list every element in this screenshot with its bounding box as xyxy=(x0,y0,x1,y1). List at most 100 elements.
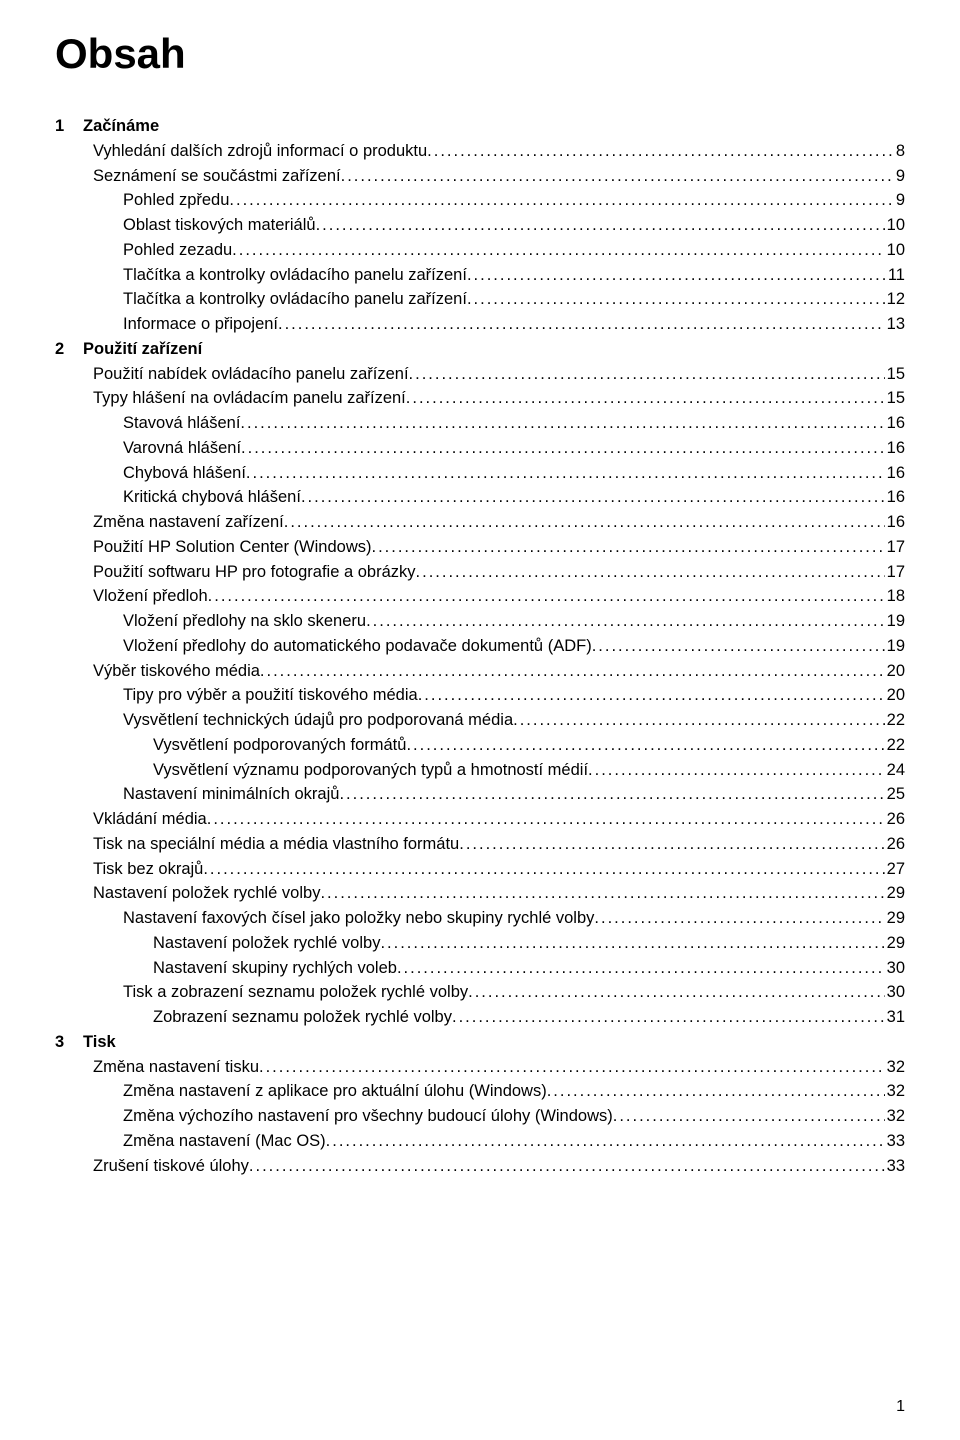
page-number: 1 xyxy=(896,1398,905,1416)
toc-entry: Změna nastavení (Mac OS)................… xyxy=(55,1129,905,1154)
toc-leader-dots: ........................................… xyxy=(320,881,884,906)
toc-entry-page: 30 xyxy=(885,956,905,981)
toc-entry-label: Vkládání média xyxy=(93,807,207,832)
toc-entry-page: 27 xyxy=(885,857,905,882)
toc-entry: Stavová hlášení.........................… xyxy=(55,411,905,436)
toc-entry-page: 26 xyxy=(885,807,905,832)
toc-entry-label: Nastavení skupiny rychlých voleb xyxy=(153,956,397,981)
toc-entry-page: 18 xyxy=(885,584,905,609)
chapter-number: 3 xyxy=(55,1030,83,1055)
toc-entry: Tlačítka a kontrolky ovládacího panelu z… xyxy=(55,263,905,288)
toc-entry-label: Použití nabídek ovládacího panelu zaříze… xyxy=(93,362,409,387)
toc-entry-page: 32 xyxy=(885,1055,905,1080)
toc-leader-dots: ........................................… xyxy=(547,1079,885,1104)
toc-entry-label: Informace o připojení xyxy=(123,312,278,337)
chapter-number: 2 xyxy=(55,337,83,362)
toc-entry: Informace o připojení...................… xyxy=(55,312,905,337)
toc-entry-page: 16 xyxy=(885,510,905,535)
toc-leader-dots: ........................................… xyxy=(341,164,894,189)
toc-entry: Použití HP Solution Center (Windows)....… xyxy=(55,535,905,560)
toc-entry-label: Seznámení se součástmi zařízení xyxy=(93,164,341,189)
toc-entry-label: Změna výchozího nastavení pro všechny bu… xyxy=(123,1104,613,1129)
toc-entry: Změna nastavení tisku...................… xyxy=(55,1055,905,1080)
toc-entry-label: Nastavení minimálních okrajů xyxy=(123,782,339,807)
toc-entry: Použití nabídek ovládacího panelu zaříze… xyxy=(55,362,905,387)
toc-entry-label: Tlačítka a kontrolky ovládacího panelu z… xyxy=(123,287,467,312)
toc-entry: Tipy pro výběr a použití tiskového média… xyxy=(55,683,905,708)
toc-entry: Tisk bez okrajů.........................… xyxy=(55,857,905,882)
toc-leader-dots: ........................................… xyxy=(467,263,886,288)
toc-entry-page: 29 xyxy=(885,906,905,931)
toc-leader-dots: ........................................… xyxy=(207,807,885,832)
chapter-heading: 2Použití zařízení xyxy=(55,337,905,362)
chapter-heading: 3Tisk xyxy=(55,1030,905,1055)
toc-entry: Seznámení se součástmi zařízení.........… xyxy=(55,164,905,189)
toc-entry: Pohled zezadu...........................… xyxy=(55,238,905,263)
toc-entry-page: 33 xyxy=(885,1129,905,1154)
toc-entry-label: Varovná hlášení xyxy=(123,436,241,461)
toc-leader-dots: ........................................… xyxy=(284,510,885,535)
toc-entry-label: Vysvětlení významu podporovaných typů a … xyxy=(153,758,588,783)
toc-entry: Nastavení položek rychlé volby..........… xyxy=(55,931,905,956)
toc-leader-dots: ........................................… xyxy=(427,139,894,164)
toc-entry-label: Tisk bez okrajů xyxy=(93,857,203,882)
toc-entry: Použití softwaru HP pro fotografie a obr… xyxy=(55,560,905,585)
toc-entry-label: Vysvětlení technických údajů pro podporo… xyxy=(123,708,513,733)
toc-entry-label: Zobrazení seznamu položek rychlé volby xyxy=(153,1005,452,1030)
chapter-title: Začínáme xyxy=(83,114,159,139)
toc-entry-label: Zrušení tiskové úlohy xyxy=(93,1154,249,1179)
chapter-title: Tisk xyxy=(83,1030,116,1055)
toc-entry-label: Tisk a zobrazení seznamu položek rychlé … xyxy=(123,980,468,1005)
toc-entry-label: Vložení předloh xyxy=(93,584,208,609)
toc-entry-label: Nastavení faxových čísel jako položky ne… xyxy=(123,906,594,931)
toc-entry-page: 32 xyxy=(885,1079,905,1104)
toc-entry-page: 16 xyxy=(885,461,905,486)
toc-entry: Zrušení tiskové úlohy...................… xyxy=(55,1154,905,1179)
toc-leader-dots: ........................................… xyxy=(406,386,885,411)
toc-entry: Nastavení faxových čísel jako položky ne… xyxy=(55,906,905,931)
toc-entry-page: 16 xyxy=(885,485,905,510)
toc-entry-page: 26 xyxy=(885,832,905,857)
toc-entry-page: 19 xyxy=(885,634,905,659)
toc-leader-dots: ........................................… xyxy=(409,362,885,387)
toc-entry: Změna nastavení zařízení................… xyxy=(55,510,905,535)
toc-leader-dots: ........................................… xyxy=(232,238,884,263)
toc-leader-dots: ........................................… xyxy=(301,485,885,510)
toc-entry: Kritická chybová hlášení................… xyxy=(55,485,905,510)
toc-entry-page: 20 xyxy=(885,683,905,708)
toc-entry-page: 9 xyxy=(894,164,905,189)
toc-entry: Tlačítka a kontrolky ovládacího panelu z… xyxy=(55,287,905,312)
toc-entry: Tisk a zobrazení seznamu položek rychlé … xyxy=(55,980,905,1005)
toc-entry: Nastavení položek rychlé volby..........… xyxy=(55,881,905,906)
toc-entry-page: 10 xyxy=(885,213,905,238)
toc-leader-dots: ........................................… xyxy=(592,634,885,659)
toc-entry-page: 29 xyxy=(885,931,905,956)
chapter-number: 1 xyxy=(55,114,83,139)
toc-entry-label: Tipy pro výběr a použití tiskového média xyxy=(123,683,418,708)
toc-entry: Změna nastavení z aplikace pro aktuální … xyxy=(55,1079,905,1104)
toc-leader-dots: ........................................… xyxy=(366,609,885,634)
toc-entry-label: Vložení předlohy na sklo skeneru xyxy=(123,609,366,634)
toc-entry-label: Změna nastavení tisku xyxy=(93,1055,259,1080)
toc-entry-page: 15 xyxy=(885,362,905,387)
toc-entry-label: Tisk na speciální média a média vlastníh… xyxy=(93,832,459,857)
toc-leader-dots: ........................................… xyxy=(397,956,885,981)
toc-entry: Nastavení skupiny rychlých voleb........… xyxy=(55,956,905,981)
toc-entry: Vysvětlení podporovaných formátů........… xyxy=(55,733,905,758)
toc-entry-label: Vložení předlohy do automatického podava… xyxy=(123,634,592,659)
toc-entry-page: 32 xyxy=(885,1104,905,1129)
toc-entry-page: 33 xyxy=(885,1154,905,1179)
toc-entry: Oblast tiskových materiálů..............… xyxy=(55,213,905,238)
toc-entry-page: 17 xyxy=(885,560,905,585)
toc-entry-label: Vyhledání dalších zdrojů informací o pro… xyxy=(93,139,427,164)
toc-entry-label: Výběr tiskového média xyxy=(93,659,260,684)
toc-entry-page: 16 xyxy=(885,411,905,436)
toc-entry: Nastavení minimálních okrajů............… xyxy=(55,782,905,807)
toc-entry-page: 25 xyxy=(885,782,905,807)
page-title: Obsah xyxy=(55,30,905,78)
toc-entry-page: 22 xyxy=(885,708,905,733)
toc-entry-page: 15 xyxy=(885,386,905,411)
toc-entry-label: Typy hlášení na ovládacím panelu zařízen… xyxy=(93,386,406,411)
toc-leader-dots: ........................................… xyxy=(229,188,893,213)
toc-leader-dots: ........................................… xyxy=(380,931,884,956)
